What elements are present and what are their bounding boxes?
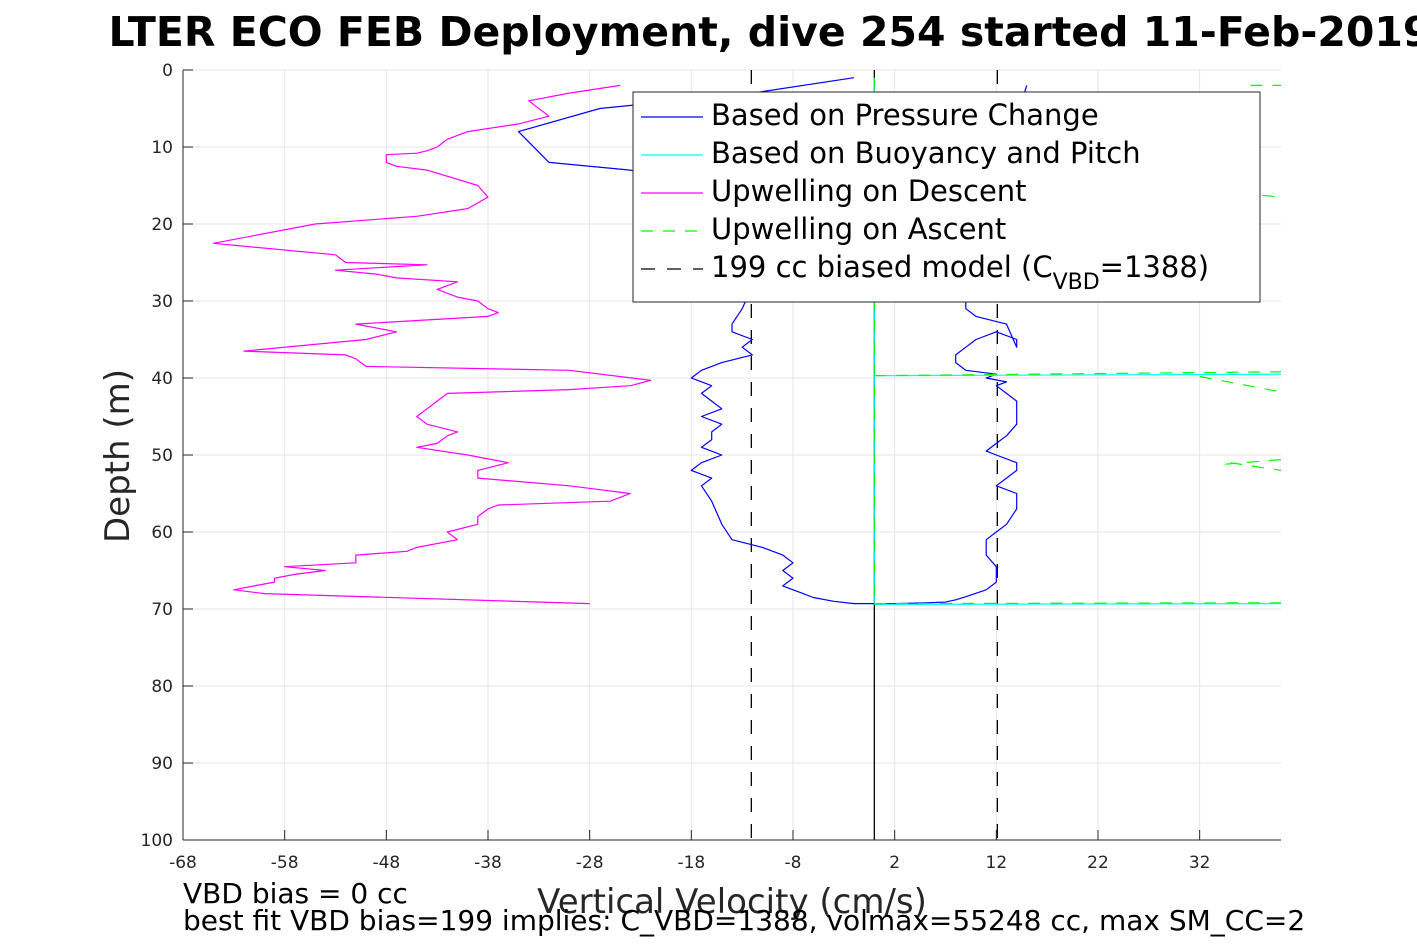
legend-label: 199 cc biased model (CVBD=1388) (711, 250, 1209, 295)
series-line (874, 602, 1281, 606)
series-line (874, 602, 1281, 605)
legend-label: Upwelling on Ascent (711, 212, 1006, 246)
chart-title: LTER ECO FEB Deployment, dive 254 starte… (109, 8, 1417, 56)
legend-box (632, 91, 1261, 303)
x-tick-labels: -68 -58 -48 -38 -28 -18 -8 2 12 22 32 (169, 853, 1210, 873)
x-tick-label: -48 (372, 853, 400, 873)
axes (182, 69, 1281, 841)
legend-label: Upwelling on Descent (711, 174, 1027, 208)
legend: Based on Pressure Change Based on Buoyanc… (632, 91, 1261, 303)
x-tick-label: 32 (1189, 853, 1211, 873)
y-tick-label: 90 (151, 754, 173, 774)
series-line (1230, 462, 1281, 471)
y-tick-label: 0 (162, 61, 173, 81)
legend-label: Based on Buoyancy and Pitch (711, 136, 1141, 170)
y-tick-label: 100 (141, 831, 173, 851)
x-axis-label: Vertical Velocity (cm/s) (537, 882, 927, 922)
y-tick-label: 40 (151, 369, 173, 389)
x-tick-label: -28 (576, 853, 604, 873)
series-line (1225, 459, 1281, 465)
footer-line-2: best fit VBD bias=199 implies: C_VBD=138… (183, 904, 1305, 937)
series-line (874, 371, 1281, 377)
y-tick-label: 60 (151, 523, 173, 543)
series-line (874, 85, 1028, 605)
y-tick-label: 30 (151, 292, 173, 312)
x-tick-label: 22 (1087, 853, 1109, 873)
y-axis-label: Depth (m) (98, 369, 138, 543)
x-tick-label: -58 (271, 853, 299, 873)
x-tick-label: -38 (474, 853, 502, 873)
x-tick-label: -8 (785, 853, 802, 873)
x-tick-label: -68 (169, 853, 197, 873)
x-tick-label: 2 (889, 853, 900, 873)
y-tick-labels: 0 10 20 30 40 50 60 70 80 90 100 (141, 61, 173, 851)
y-tick-label: 50 (151, 446, 173, 466)
y-tick-label: 80 (151, 677, 173, 697)
series-line (212, 84, 652, 605)
y-tick-label: 10 (151, 138, 173, 158)
series-line (1199, 375, 1281, 393)
y-tick-label: 20 (151, 215, 173, 235)
legend-label: Based on Pressure Change (711, 98, 1099, 132)
x-tick-label: -18 (677, 853, 705, 873)
y-tick-label: 70 (151, 600, 173, 620)
footer-line-1: VBD bias = 0 cc (183, 877, 408, 910)
series-3 (212, 84, 652, 605)
x-tick-label: 12 (986, 853, 1008, 873)
